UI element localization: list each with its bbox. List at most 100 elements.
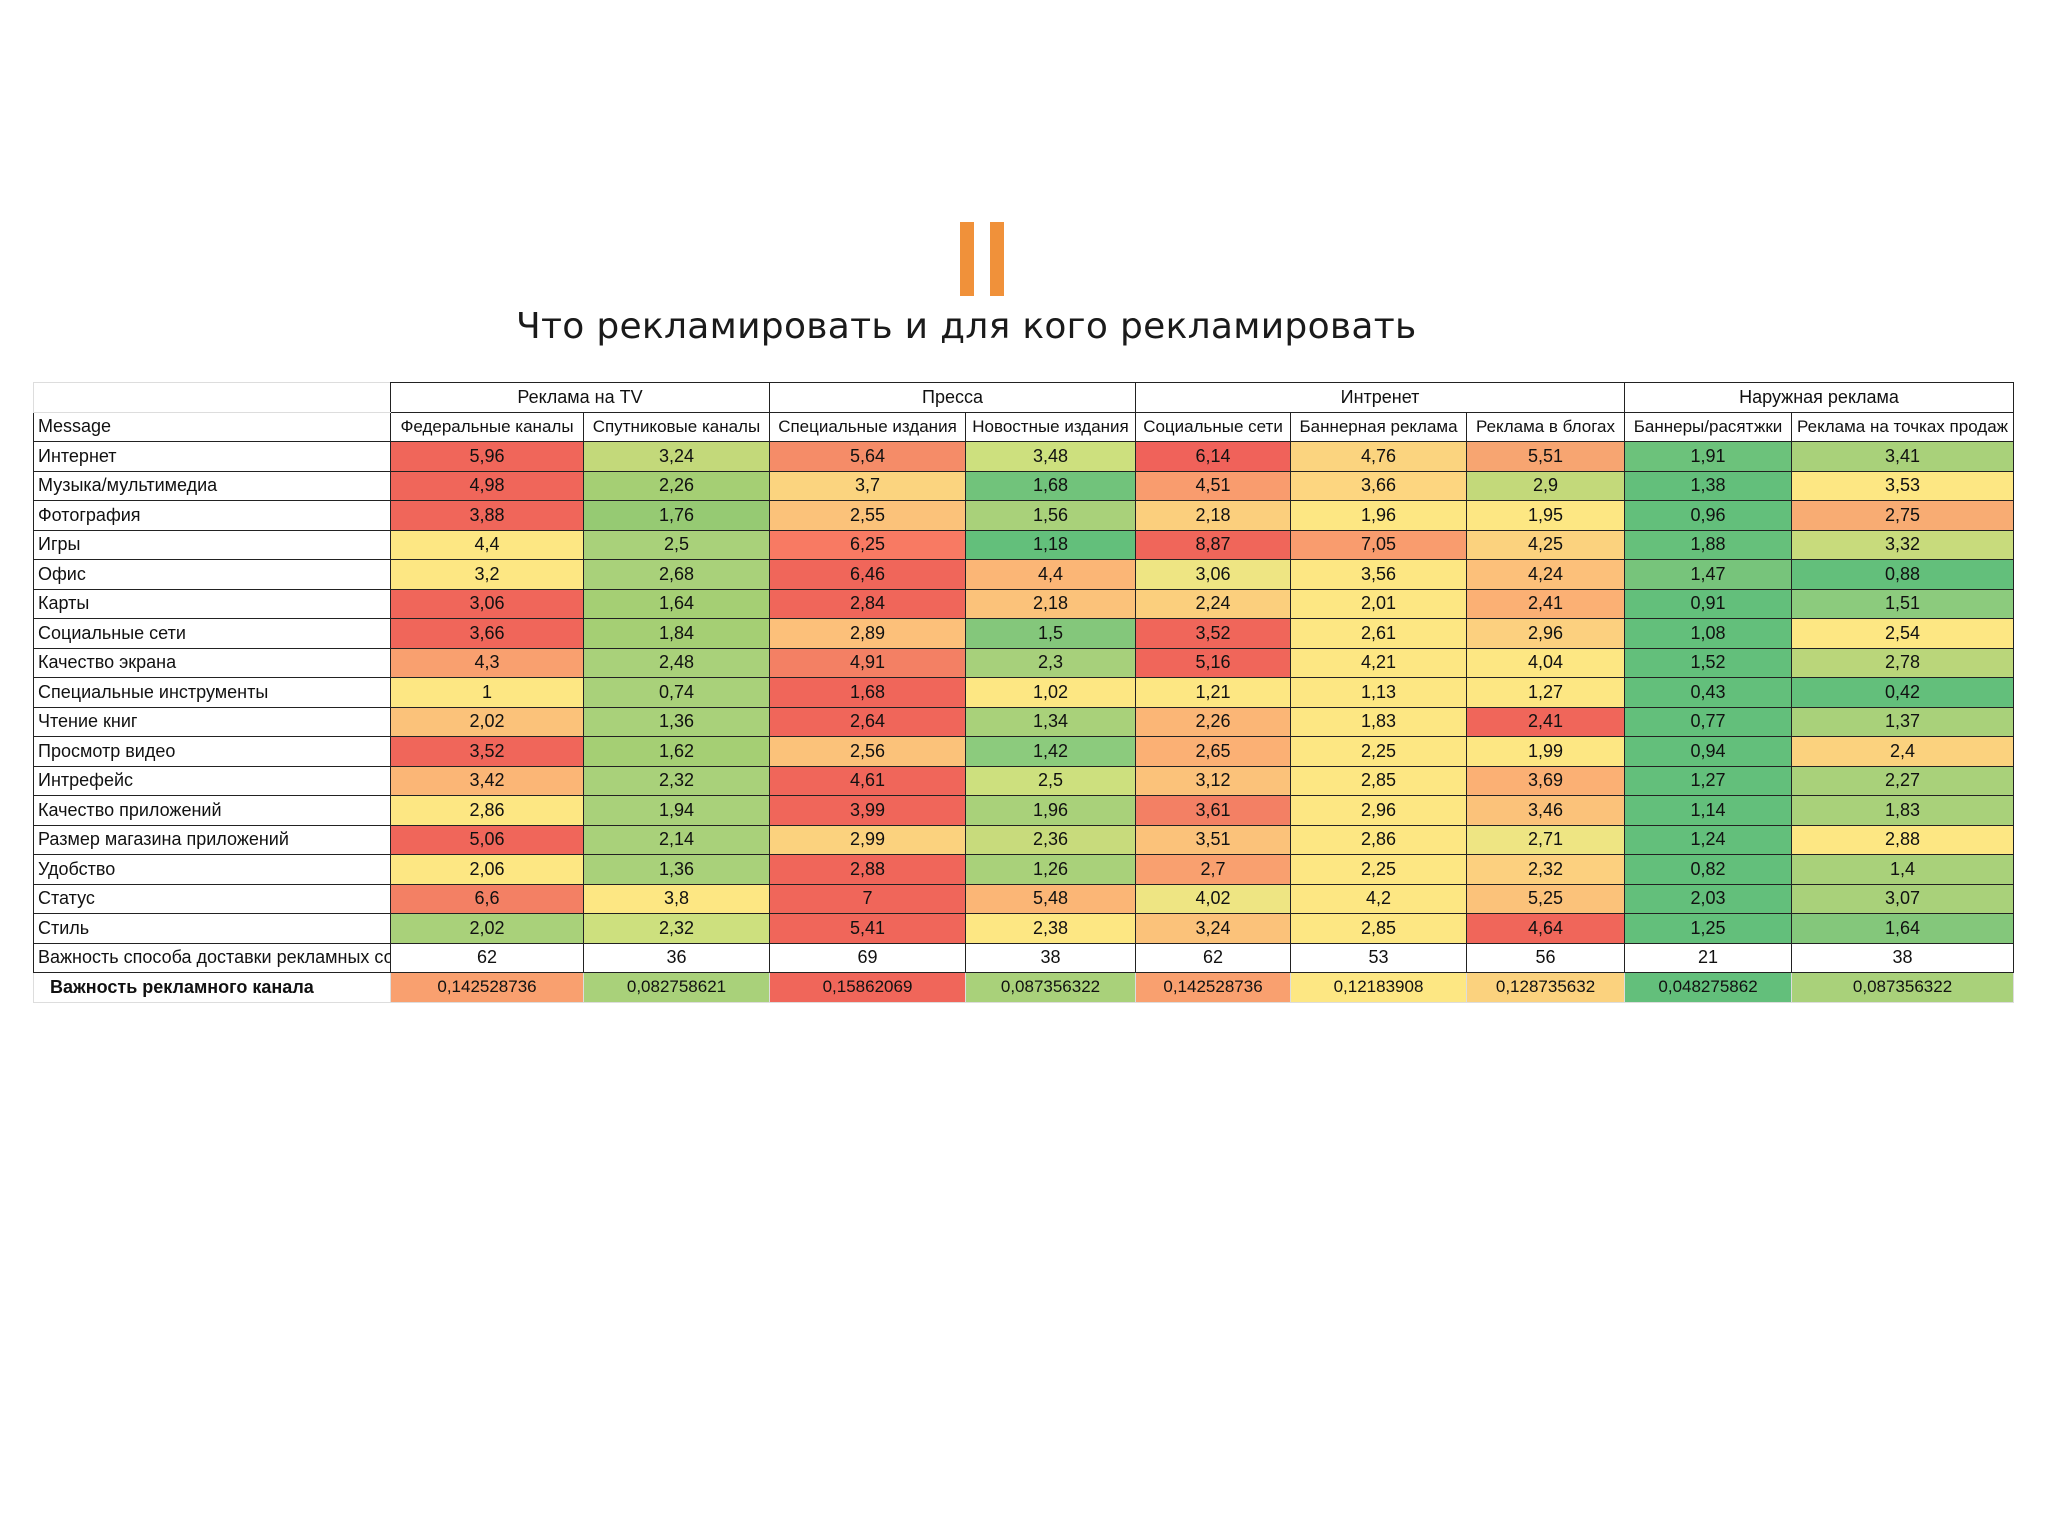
heat-cell: 4,51 bbox=[1135, 470, 1292, 501]
heat-cell: 1,52 bbox=[1624, 647, 1793, 678]
heat-cell: 2,86 bbox=[390, 795, 584, 826]
heat-cell: 1,99 bbox=[1466, 736, 1626, 767]
heat-cell: 2,41 bbox=[1466, 588, 1626, 619]
column-header-row: Message Федеральные каналы Спутниковые ка… bbox=[33, 411, 2015, 442]
heat-cell: 1 bbox=[390, 677, 584, 708]
heat-cell: 3,52 bbox=[1135, 618, 1292, 649]
heat-cell: 1,36 bbox=[583, 706, 770, 737]
heat-cell: 3,66 bbox=[1290, 470, 1468, 501]
heat-cell: 2,06 bbox=[390, 854, 584, 885]
table-row: Игры 4,4 2,5 6,25 1,18 8,87 7,05 4,25 1,88 3,32 bbox=[33, 529, 2015, 560]
heat-cell: 2,32 bbox=[1466, 854, 1626, 885]
table-row: Удобство 2,06 1,36 2,88 1,26 2,7 2,25 2,32 0,82 1… bbox=[33, 854, 2015, 885]
row-label: Специальные инструменты bbox=[33, 677, 391, 708]
logo-bar bbox=[960, 222, 974, 296]
row-label: Качество приложений bbox=[33, 795, 391, 826]
heat-cell: 1,95 bbox=[1466, 500, 1626, 531]
heat-cell: 3,48 bbox=[964, 441, 1137, 472]
row-label: Игры bbox=[33, 529, 391, 560]
heat-cell: 4,04 bbox=[1466, 647, 1626, 678]
column-header: Социальные сети bbox=[1135, 411, 1292, 442]
heat-cell: 7,05 bbox=[1290, 529, 1468, 560]
heat-cell: 4,64 bbox=[1466, 913, 1626, 944]
heat-cell: 2,26 bbox=[583, 470, 770, 501]
channel-importance-cell: 0,048275862 bbox=[1624, 972, 1793, 1003]
table-row: Просмотр видео 3,52 1,62 2,56 1,42 2,65 2,25 1,… bbox=[33, 736, 2015, 767]
heat-cell: 5,25 bbox=[1466, 883, 1626, 914]
heat-cell: 2,01 bbox=[1290, 588, 1468, 619]
importance-cell: 62 bbox=[1135, 942, 1292, 973]
heat-cell: 3,69 bbox=[1466, 765, 1626, 796]
heat-cell: 2,86 bbox=[1290, 824, 1468, 855]
heat-cell: 6,46 bbox=[769, 559, 966, 590]
heat-cell: 0,77 bbox=[1624, 706, 1793, 737]
heat-cell: 2,03 bbox=[1624, 883, 1793, 914]
importance-cell: 21 bbox=[1624, 942, 1793, 973]
heat-cell: 1,42 bbox=[964, 736, 1137, 767]
table-row: Статус 6,6 3,8 7 5,48 4,02 4,2 5,25 2,03 3,07 bbox=[33, 883, 2015, 914]
heat-cell: 1,21 bbox=[1135, 677, 1292, 708]
heat-cell: 4,61 bbox=[769, 765, 966, 796]
heat-cell: 6,25 bbox=[769, 529, 966, 560]
row-label: Музыка/мультимедиа bbox=[33, 470, 391, 501]
importance-row: Важность способа доставки рекламных сооб… bbox=[33, 942, 2015, 973]
heat-cell: 1,02 bbox=[964, 677, 1137, 708]
heat-cell: 2,14 bbox=[583, 824, 770, 855]
heat-cell: 2,9 bbox=[1466, 470, 1626, 501]
column-header: Реклама в блогах bbox=[1466, 411, 1626, 442]
heat-cell: 1,27 bbox=[1466, 677, 1626, 708]
heat-cell: 1,24 bbox=[1624, 824, 1793, 855]
importance-cell: 38 bbox=[964, 942, 1137, 973]
table-row: Интрефейс 3,42 2,32 4,61 2,5 3,12 2,85 3,69 1,27… bbox=[33, 765, 2015, 796]
table-row: Социальные сети 3,66 1,84 2,89 1,5 3,52 2,61 2,… bbox=[33, 618, 2015, 649]
heat-cell: 2,56 bbox=[769, 736, 966, 767]
heat-cell: 5,64 bbox=[769, 441, 966, 472]
heat-cell: 2,54 bbox=[1791, 618, 2015, 649]
row-label: Стиль bbox=[33, 913, 391, 944]
heat-cell: 1,14 bbox=[1624, 795, 1793, 826]
heat-cell: 1,76 bbox=[583, 500, 770, 531]
heat-cell: 2,27 bbox=[1791, 765, 2015, 796]
importance-cell: 69 bbox=[769, 942, 966, 973]
heat-cell: 1,64 bbox=[1791, 913, 2015, 944]
heat-cell: 1,51 bbox=[1791, 588, 2015, 619]
row-label: Качество экрана bbox=[33, 647, 391, 678]
heat-cell: 2,85 bbox=[1290, 913, 1468, 944]
heat-cell: 1,83 bbox=[1791, 795, 2015, 826]
heat-cell: 1,56 bbox=[964, 500, 1137, 531]
heat-cell: 1,18 bbox=[964, 529, 1137, 560]
row-label: Просмотр видео bbox=[33, 736, 391, 767]
heat-cell: 1,96 bbox=[964, 795, 1137, 826]
row-label: Фотография bbox=[33, 500, 391, 531]
table-row: Чтение книг 2,02 1,36 2,64 1,34 2,26 1,83 2,41 0… bbox=[33, 706, 2015, 737]
heat-cell: 1,25 bbox=[1624, 913, 1793, 944]
heat-cell: 1,08 bbox=[1624, 618, 1793, 649]
heat-cell: 1,68 bbox=[769, 677, 966, 708]
heat-cell: 2,7 bbox=[1135, 854, 1292, 885]
heat-cell: 2,02 bbox=[390, 706, 584, 737]
heat-cell: 2,88 bbox=[1791, 824, 2015, 855]
heat-cell: 4,4 bbox=[964, 559, 1137, 590]
heat-cell: 6,6 bbox=[390, 883, 584, 914]
logo-bar bbox=[990, 222, 1004, 296]
column-group-header: Наружная реклама bbox=[1624, 382, 2015, 413]
heat-cell: 1,91 bbox=[1624, 441, 1793, 472]
heat-cell: 4,4 bbox=[390, 529, 584, 560]
table-row: Качество приложений 2,86 1,94 3,99 1,96 3,61 2… bbox=[33, 795, 2015, 826]
heat-cell: 2,32 bbox=[583, 913, 770, 944]
heat-cell: 4,3 bbox=[390, 647, 584, 678]
heat-cell: 5,96 bbox=[390, 441, 584, 472]
heat-cell: 3,8 bbox=[583, 883, 770, 914]
heat-cell: 2,02 bbox=[390, 913, 584, 944]
row-label: Интернет bbox=[33, 441, 391, 472]
heat-cell: 2,65 bbox=[1135, 736, 1292, 767]
heat-cell: 2,64 bbox=[769, 706, 966, 737]
channel-importance-cell: 0,082758621 bbox=[583, 972, 770, 1003]
heat-cell: 3,99 bbox=[769, 795, 966, 826]
heat-cell: 4,25 bbox=[1466, 529, 1626, 560]
heat-cell: 1,4 bbox=[1791, 854, 2015, 885]
heat-cell: 3,56 bbox=[1290, 559, 1468, 590]
heat-cell: 2,99 bbox=[769, 824, 966, 855]
heat-cell: 3,46 bbox=[1466, 795, 1626, 826]
heat-cell: 0,88 bbox=[1791, 559, 2015, 590]
